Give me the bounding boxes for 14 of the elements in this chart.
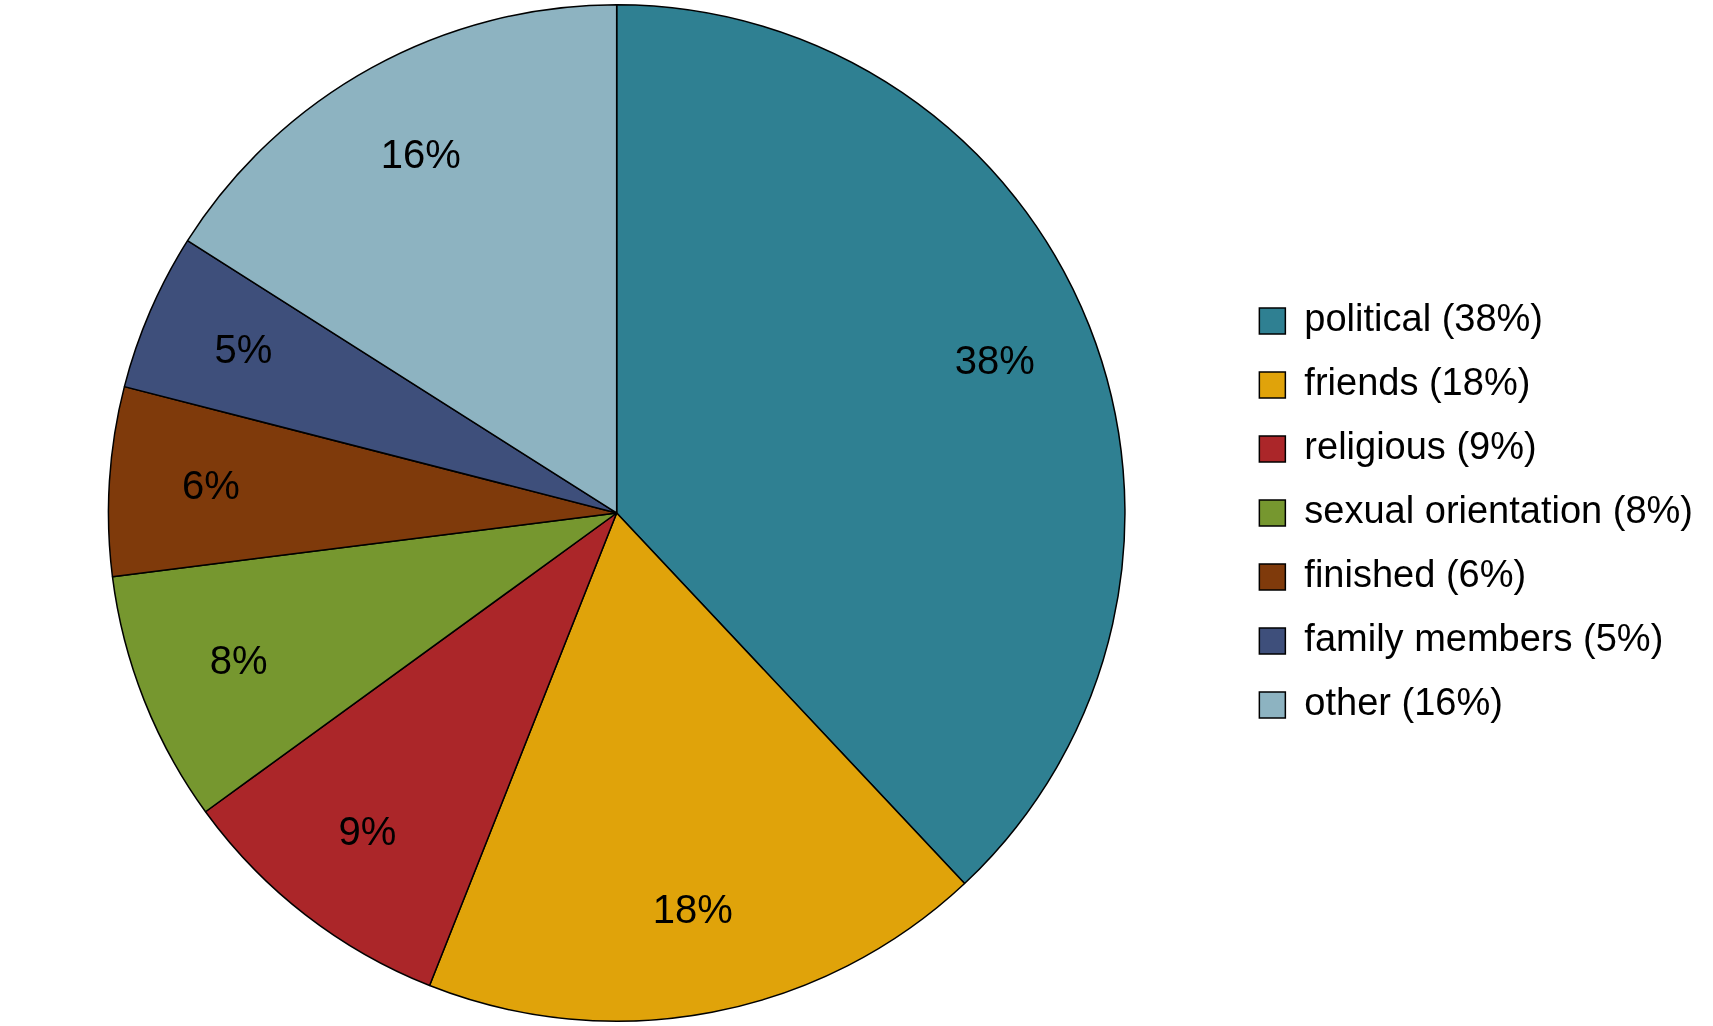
legend-label: political (38%) <box>1304 297 1544 340</box>
legend-label: family members (5%) <box>1304 617 1664 660</box>
legend-label: religious (9%) <box>1304 425 1537 468</box>
data-label: 38% <box>954 338 1035 383</box>
legend-label: other (16%) <box>1304 681 1503 724</box>
legend-label: friends (18%) <box>1304 361 1531 404</box>
data-label: 6% <box>181 462 240 507</box>
legend-label: sexual orientation (8%) <box>1304 489 1694 532</box>
legend-label: finished (6%) <box>1304 553 1527 596</box>
data-label: 18% <box>652 887 733 932</box>
data-label: 16% <box>380 131 461 176</box>
data-label: 5% <box>214 326 273 371</box>
data-label: 9% <box>338 809 397 854</box>
data-label: 8% <box>209 637 268 682</box>
